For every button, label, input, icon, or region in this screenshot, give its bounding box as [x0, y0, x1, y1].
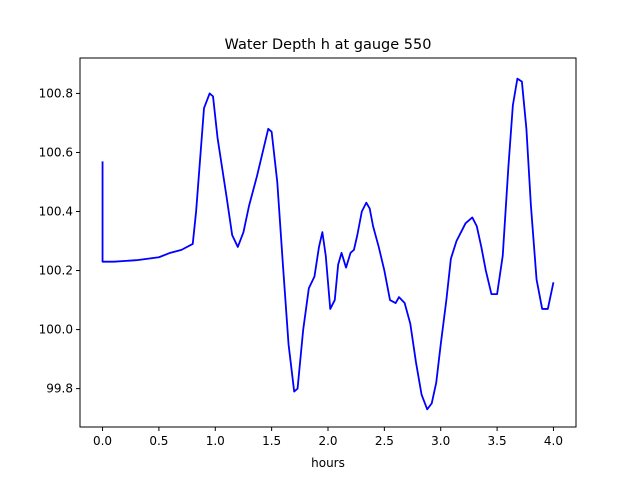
y-tick-label: 100.2	[39, 264, 73, 278]
x-tick-label: 0.5	[149, 434, 168, 448]
x-tick-label: 2.0	[318, 434, 337, 448]
y-tick-label: 100.8	[39, 86, 73, 100]
y-tick-label: 100.0	[39, 323, 73, 337]
plot-area	[101, 77, 555, 411]
x-axis: 0.0 0.5 1.0 1.5 2.0 2.5 3.0 3.5 4.0	[93, 427, 563, 448]
x-axis-label: hours	[311, 456, 345, 470]
y-tick-label: 99.8	[46, 382, 73, 396]
chart-title: Water Depth h at gauge 550	[225, 37, 432, 53]
series-line-0	[101, 77, 555, 411]
x-tick-label: 1.5	[262, 434, 281, 448]
x-tick-label: 4.0	[544, 434, 563, 448]
x-tick-label: 3.0	[431, 434, 450, 448]
y-tick-label: 100.4	[39, 205, 73, 219]
y-axis: 99.8 100.0 100.2 100.4 100.6 100.8	[39, 86, 80, 396]
y-tick-label: 100.6	[39, 145, 73, 159]
x-tick-label: 3.5	[488, 434, 507, 448]
x-tick-label: 2.5	[375, 434, 394, 448]
x-tick-label: 0.0	[93, 434, 112, 448]
x-tick-label: 1.0	[206, 434, 225, 448]
